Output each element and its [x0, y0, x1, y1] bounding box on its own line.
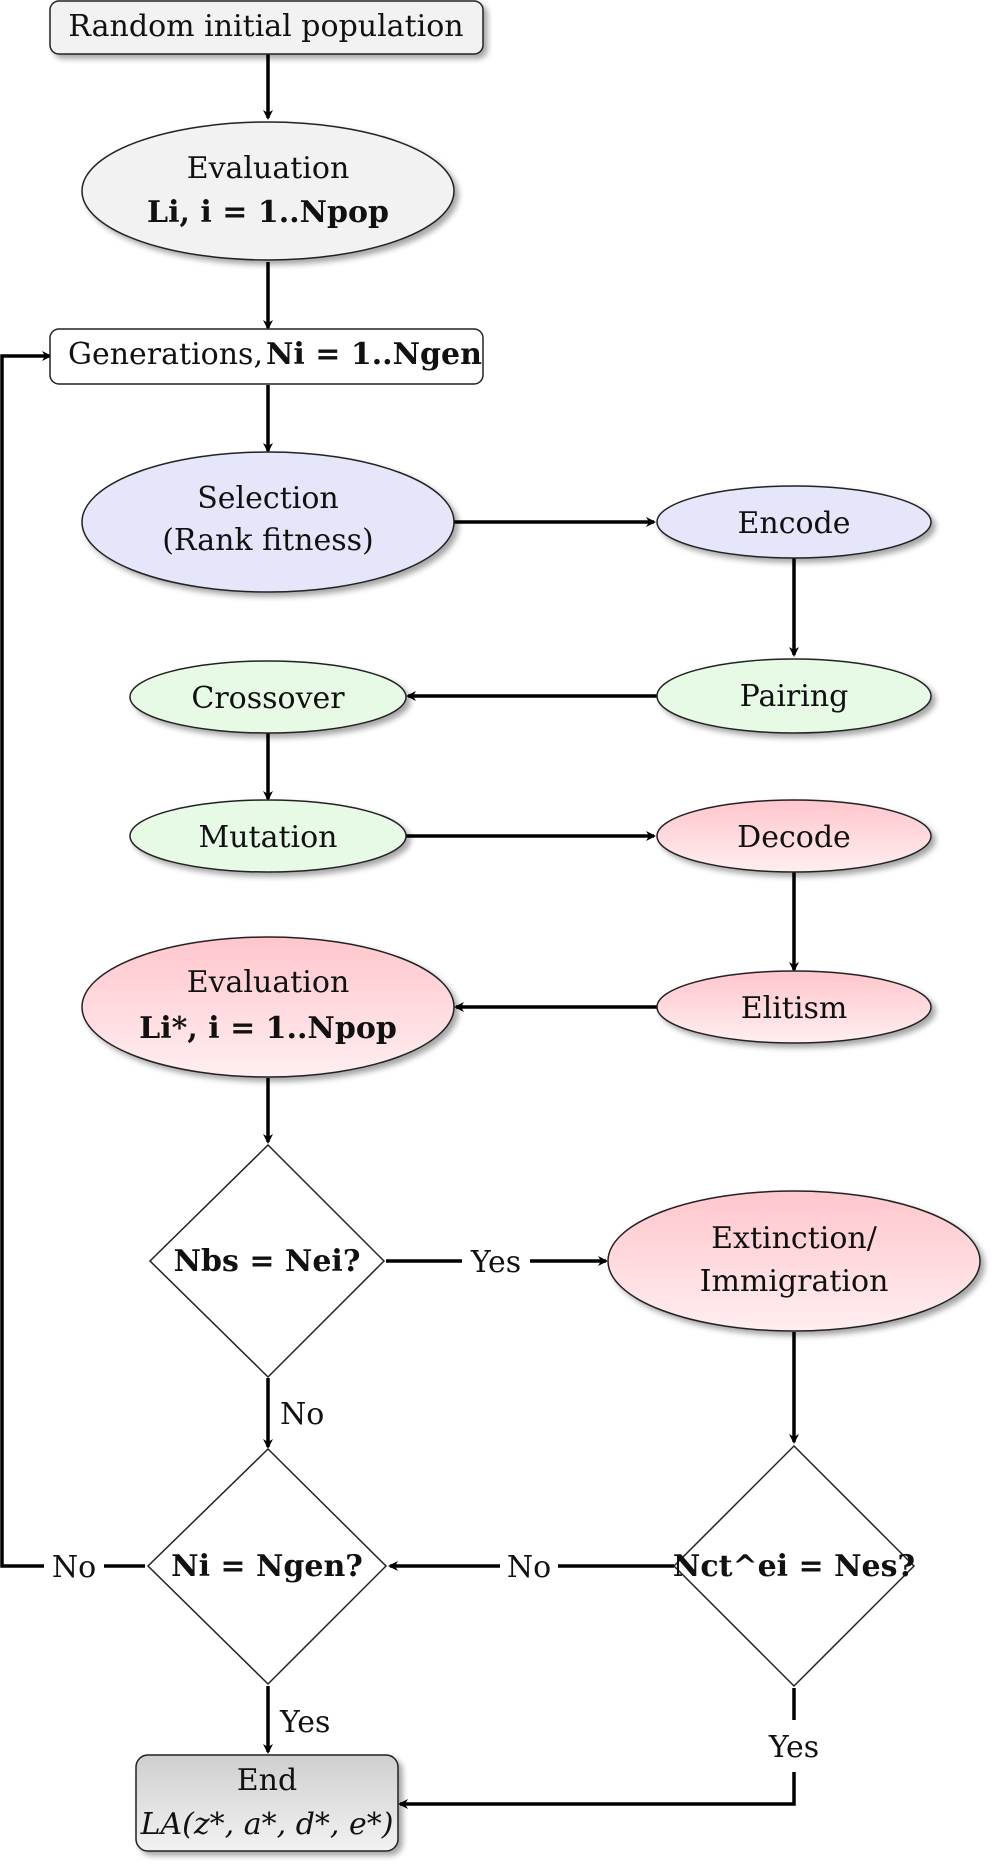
extinction-label-line1: Extinction/: [711, 1221, 878, 1256]
initial-population-label: Random initial population: [68, 9, 463, 44]
end-title: End: [237, 1763, 297, 1798]
decode-node: Decode: [656, 799, 932, 873]
elitism-label: Elitism: [741, 991, 848, 1026]
decision-gen-node: Ni = Ngen?: [146, 1447, 388, 1686]
mutation-node: Mutation: [129, 799, 407, 873]
evaluation1-formula: Li, i = 1..Npop: [147, 195, 389, 230]
evaluation2-node: Evaluation Li*, i = 1..Npop: [81, 936, 455, 1078]
selection-node: Selection (Rank fitness): [81, 451, 455, 593]
decision-ct-label: Nct^ei = Nes?: [673, 1549, 915, 1584]
initial-population-node: Random initial population: [49, 0, 484, 55]
decision-bs-label: Nbs = Nei?: [174, 1244, 361, 1279]
edge-gen-no-loop: [0, 351, 52, 1568]
edge-label-gen-yes: Yes: [279, 1705, 330, 1740]
selection-label-line1: Selection: [197, 481, 339, 516]
decode-label: Decode: [737, 820, 851, 855]
edge-ct-yes-b: [398, 1772, 796, 1809]
selection-label-line2: (Rank fitness): [162, 523, 374, 558]
edges: [0, 53, 799, 1809]
edge-label-bs-yes: Yes: [470, 1245, 521, 1280]
edge-label-gen-no: No: [52, 1550, 96, 1585]
extinction-node: Extinction/ Immigration: [607, 1190, 981, 1332]
generations-formula: Ni = 1..Ngen: [266, 337, 482, 372]
encode-node: Encode: [656, 485, 932, 559]
evaluation2-title: Evaluation: [187, 965, 350, 1000]
edge-label-ct-no: No: [507, 1550, 551, 1585]
mutation-label: Mutation: [198, 820, 337, 855]
crossover-node: Crossover: [129, 660, 407, 734]
generations-title: Generations,: [68, 337, 263, 372]
edge-label-ct-yes: Yes: [768, 1730, 819, 1765]
end-formula: LA(z*, a*, d*, e*): [140, 1807, 394, 1842]
decision-gen-label: Ni = Ngen?: [171, 1549, 363, 1584]
crossover-label: Crossover: [191, 681, 345, 716]
end-node: End LA(z*, a*, d*, e*): [135, 1754, 399, 1852]
generations-node: Generations, Ni = 1..Ngen: [49, 328, 484, 385]
pairing-node: Pairing: [656, 658, 932, 734]
elitism-node: Elitism: [656, 970, 932, 1044]
extinction-label-line2: Immigration: [700, 1264, 889, 1299]
decision-bs-node: Nbs = Nei?: [148, 1143, 386, 1379]
decision-ct-node: Nct^ei = Nes?: [673, 1444, 915, 1688]
evaluation2-formula: Li*, i = 1..Npop: [139, 1011, 397, 1046]
evaluation1-title: Evaluation: [187, 151, 350, 186]
edge-label-bs-no: No: [280, 1397, 324, 1432]
encode-label: Encode: [737, 506, 850, 541]
pairing-label: Pairing: [740, 679, 849, 714]
evaluation1-node: Evaluation Li, i = 1..Npop: [81, 121, 455, 261]
